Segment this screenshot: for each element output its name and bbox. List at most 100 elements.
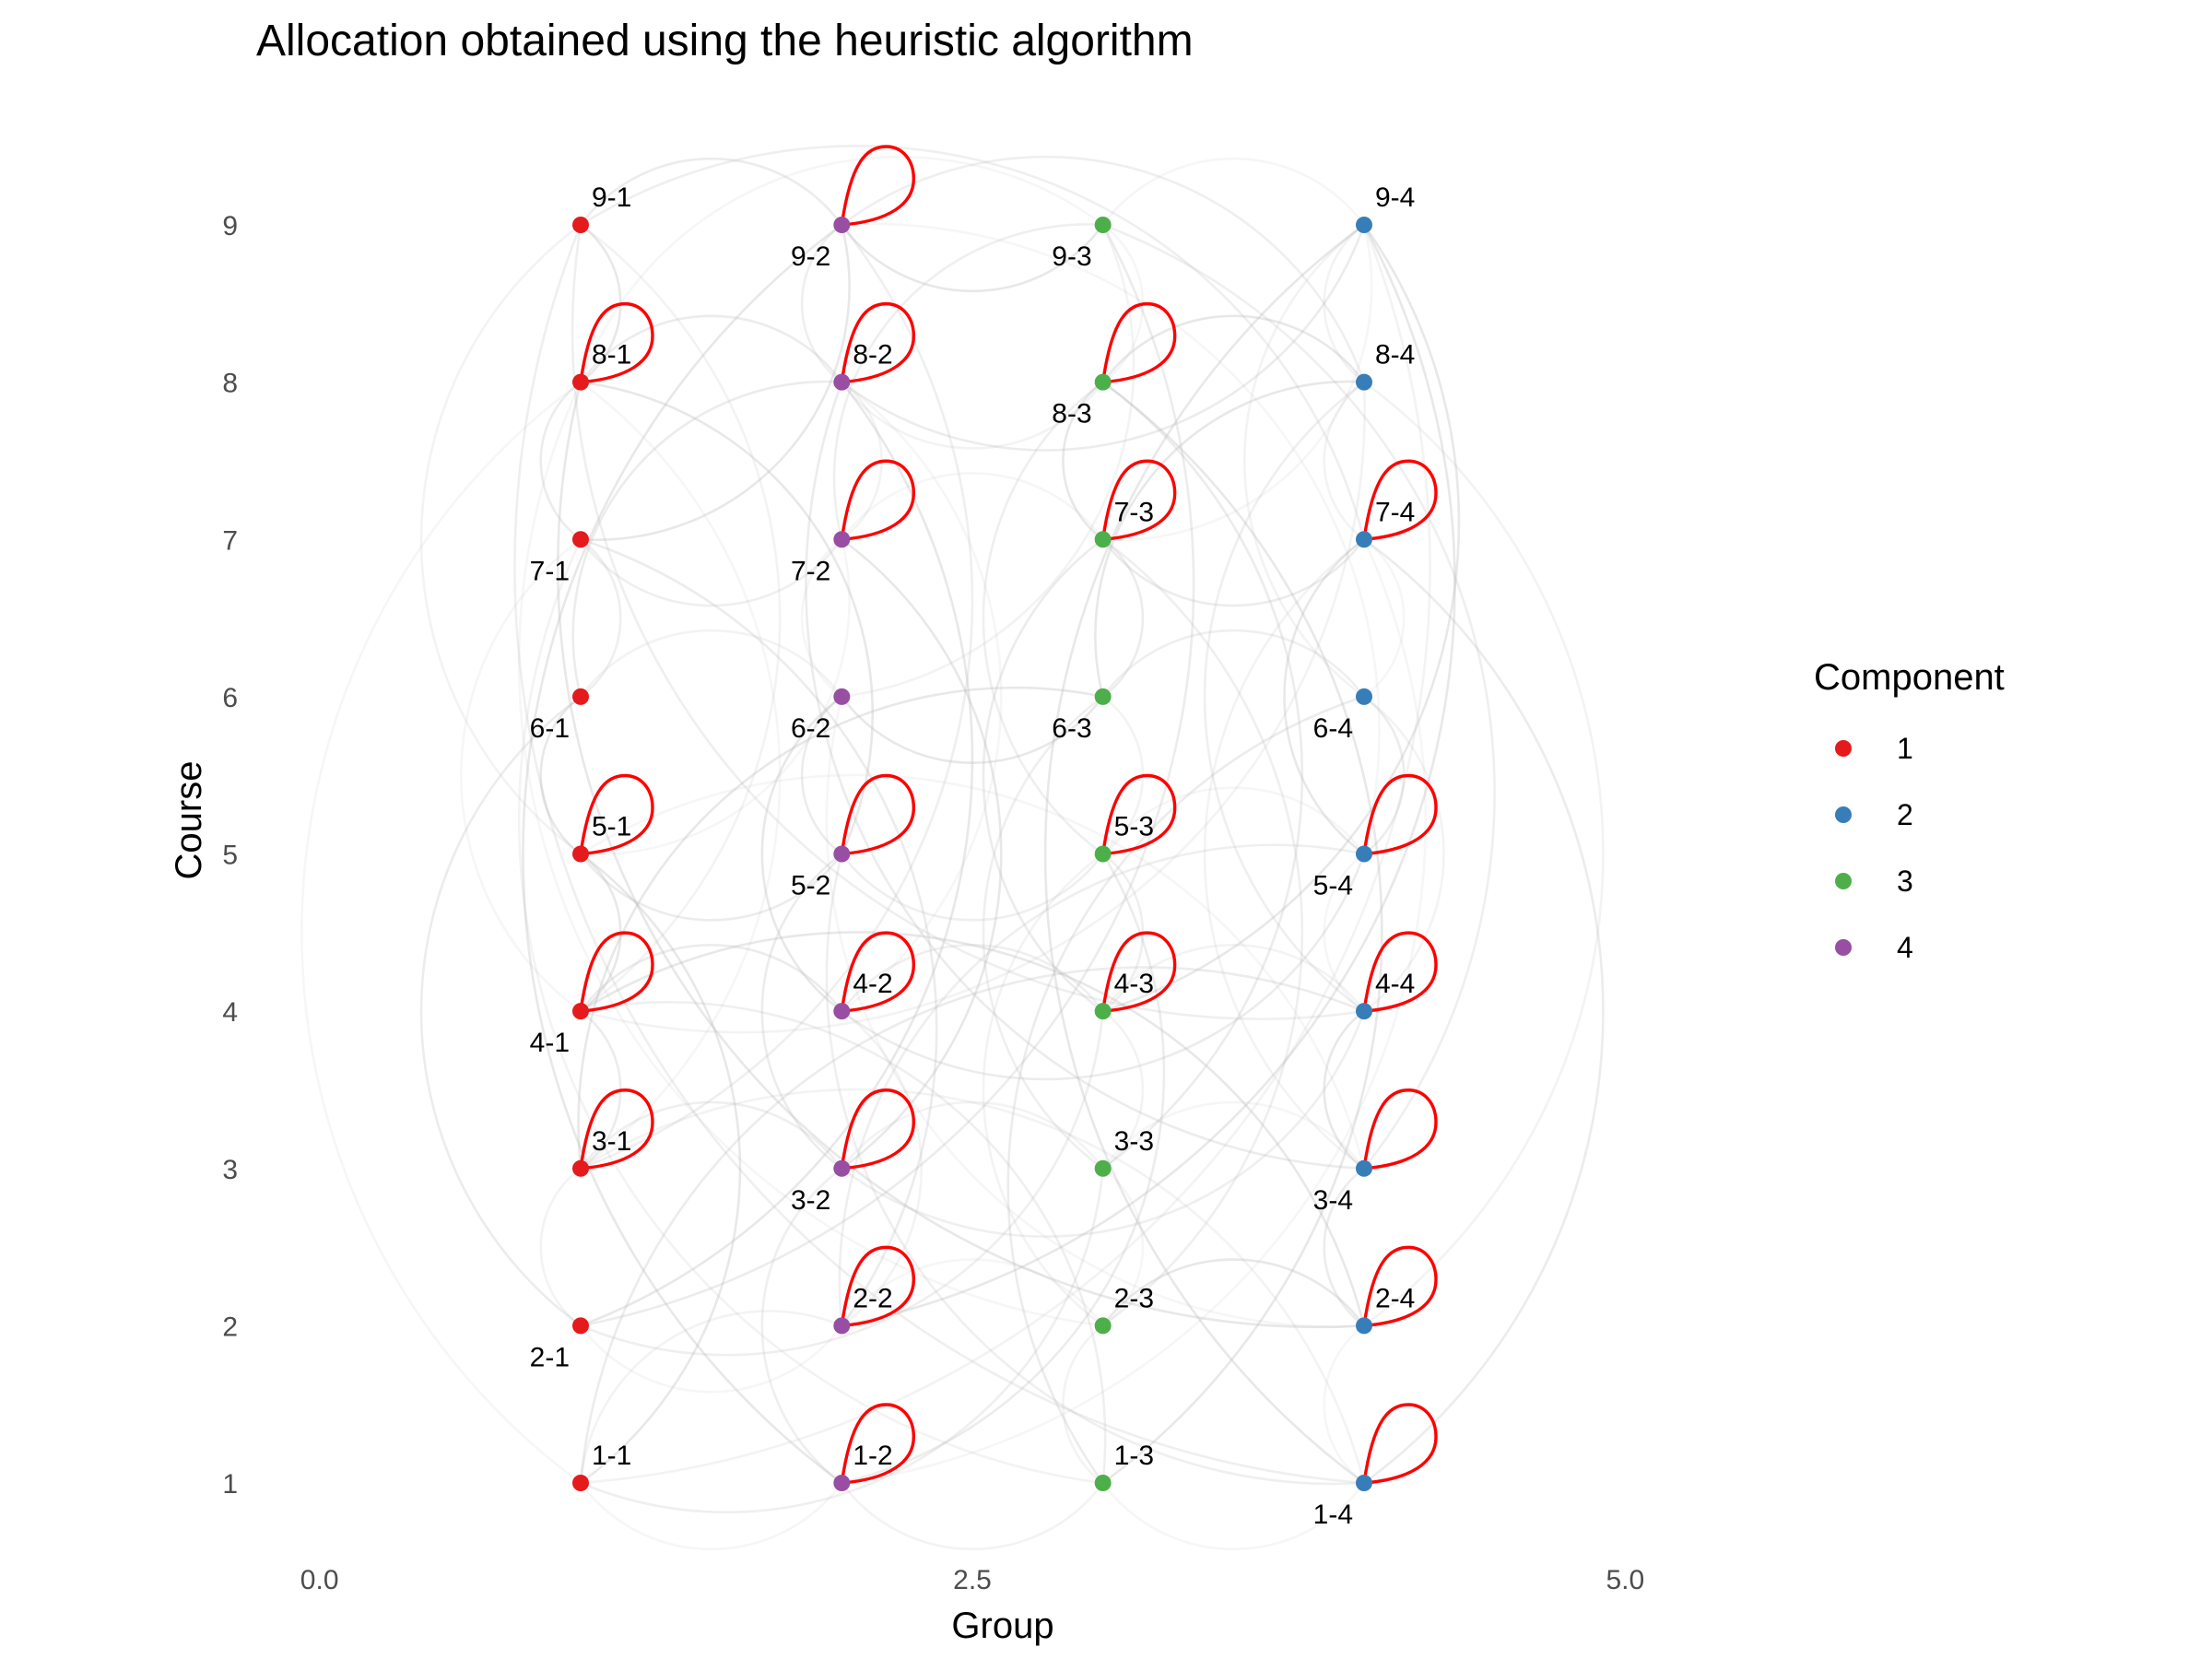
- node-5-3: [1094, 845, 1112, 863]
- edge-1-2-3-2: [760, 1167, 843, 1485]
- self-loop-7-4: [1362, 459, 1438, 541]
- edge-2-4-8-4: [1363, 381, 1605, 1327]
- edge-1-4-7-4: [1363, 538, 1605, 1485]
- edge-9-1-9-2: [579, 157, 843, 226]
- edge-2-2-5-4: [838, 843, 1365, 1326]
- edge-7-1-7-2: [579, 538, 843, 607]
- edge-2-3-5-3: [982, 853, 1104, 1327]
- edge-3-1-9-2: [580, 224, 974, 1170]
- node-label-4-3: 4-3: [1114, 969, 1154, 999]
- x-axis-title: Group: [951, 1606, 1053, 1646]
- legend-swatch-1: [1835, 740, 1852, 757]
- node-label-1-2: 1-2: [853, 1441, 892, 1471]
- node-label-3-1: 3-1: [592, 1126, 631, 1157]
- edge-7-1-9-2: [580, 224, 851, 542]
- edge-3-3-6-3: [982, 695, 1104, 1170]
- y-tick-label: 5: [222, 841, 238, 871]
- node-label-2-4: 2-4: [1375, 1283, 1415, 1313]
- edge-6-2-9-3: [841, 224, 1135, 699]
- edge-5-1-6-1: [539, 695, 582, 855]
- self-loop-5-2: [840, 773, 916, 856]
- edge-4-4-6-4: [1363, 695, 1445, 1013]
- edge-4-2-6-2: [760, 695, 843, 1013]
- legend-swatch-4: [1835, 939, 1852, 956]
- edge-6-1-8-2: [571, 380, 842, 698]
- self-loop-7-2: [840, 459, 916, 541]
- node-2-4: [1356, 1317, 1372, 1335]
- node-label-3-4: 3-4: [1313, 1185, 1353, 1216]
- edge-7-3-7-4: [1101, 538, 1366, 607]
- node-label-1-1: 1-1: [592, 1441, 631, 1471]
- edge-5-1-7-2: [580, 538, 851, 856]
- node-3-1: [572, 1159, 589, 1177]
- node-label-7-1: 7-1: [530, 556, 570, 586]
- edge-3-4-4-4: [1323, 1010, 1365, 1170]
- x-tick-label: 0.0: [300, 1565, 339, 1595]
- node-label-4-2: 4-2: [853, 969, 892, 999]
- node-3-4: [1356, 1159, 1372, 1177]
- legend-swatch-3: [1835, 873, 1852, 889]
- node-2-1: [572, 1317, 589, 1335]
- edge-3-3-4-3: [1101, 1010, 1145, 1170]
- edge-3-2-7-2: [841, 538, 1003, 1170]
- node-label-9-1: 9-1: [592, 182, 631, 213]
- edge-6-4-7-4: [1363, 538, 1406, 698]
- edge-7-3-8-3: [1062, 381, 1104, 541]
- edge-8-3-8-4: [1101, 314, 1366, 383]
- edge-1-3-6-4: [1006, 695, 1365, 1484]
- edge-1-2-7-4: [841, 538, 1428, 1485]
- self-loop-5-3: [1100, 773, 1177, 856]
- edge-1-3-8-3: [1101, 381, 1383, 1485]
- edge-4-2-8-2: [841, 381, 1003, 1013]
- node-label-5-2: 5-2: [791, 871, 830, 901]
- edge-7-4-9-1: [580, 145, 1366, 540]
- node-6-3: [1094, 688, 1112, 705]
- edge-2-2-9-4: [841, 224, 1456, 1327]
- node-label-9-4: 9-4: [1375, 182, 1415, 213]
- edge-2-2-7-1: [580, 538, 938, 1327]
- edge-8-2-8-3: [841, 381, 1104, 450]
- edge-4-1-7-1: [460, 538, 582, 1013]
- node-label-7-3: 7-3: [1114, 497, 1154, 527]
- node-label-3-2: 3-2: [791, 1185, 830, 1216]
- node-label-5-1: 5-1: [592, 812, 631, 842]
- legend-label-1: 1: [1897, 732, 1913, 765]
- self-loop-1-2: [840, 1403, 916, 1485]
- edge-2-1-3-1: [539, 1167, 582, 1327]
- edge-1-1-3-3: [580, 1168, 1104, 1514]
- self-loop-3-4: [1362, 1088, 1438, 1171]
- node-label-8-4: 8-4: [1375, 340, 1415, 371]
- edge-7-2-7-3: [841, 472, 1104, 541]
- node-label-1-4: 1-4: [1313, 1500, 1353, 1530]
- edge-2-2-2-3: [841, 1258, 1104, 1327]
- node-label-1-3: 1-3: [1114, 1441, 1154, 1471]
- y-tick-label: 3: [222, 1155, 238, 1185]
- edge-4-3-9-4: [1102, 224, 1461, 1013]
- self-loop-7-3: [1100, 459, 1177, 541]
- node-label-6-4: 6-4: [1313, 713, 1353, 744]
- node-8-4: [1356, 373, 1372, 391]
- node-label-5-3: 5-3: [1114, 812, 1154, 842]
- node-8-3: [1094, 373, 1112, 391]
- edge-8-1-8-2: [579, 314, 843, 383]
- edge-5-2-5-3: [841, 853, 1104, 922]
- node-7-2: [833, 531, 851, 548]
- edge-4-1-9-1: [580, 223, 782, 1013]
- edge-4-2-4-3: [841, 944, 1104, 1012]
- edge-4-1-8-4: [580, 382, 1366, 1034]
- node-1-3: [1094, 1475, 1112, 1491]
- node-4-4: [1356, 1003, 1372, 1020]
- node-4-1: [572, 1003, 589, 1020]
- node-label-7-2: 7-2: [791, 556, 830, 586]
- edge-1-3-7-1: [517, 538, 1103, 1485]
- node-label-2-1: 2-1: [530, 1342, 570, 1372]
- edge-6-4-9-4: [1243, 223, 1365, 698]
- legend-label-3: 3: [1897, 865, 1913, 898]
- edge-8-4-9-2: [841, 155, 1366, 383]
- edge-3-4-9-3: [1102, 223, 1496, 1170]
- self-loop-2-4: [1362, 1245, 1438, 1328]
- self-loop-4-3: [1100, 931, 1177, 1013]
- edge-3-4-8-2: [805, 382, 1365, 1171]
